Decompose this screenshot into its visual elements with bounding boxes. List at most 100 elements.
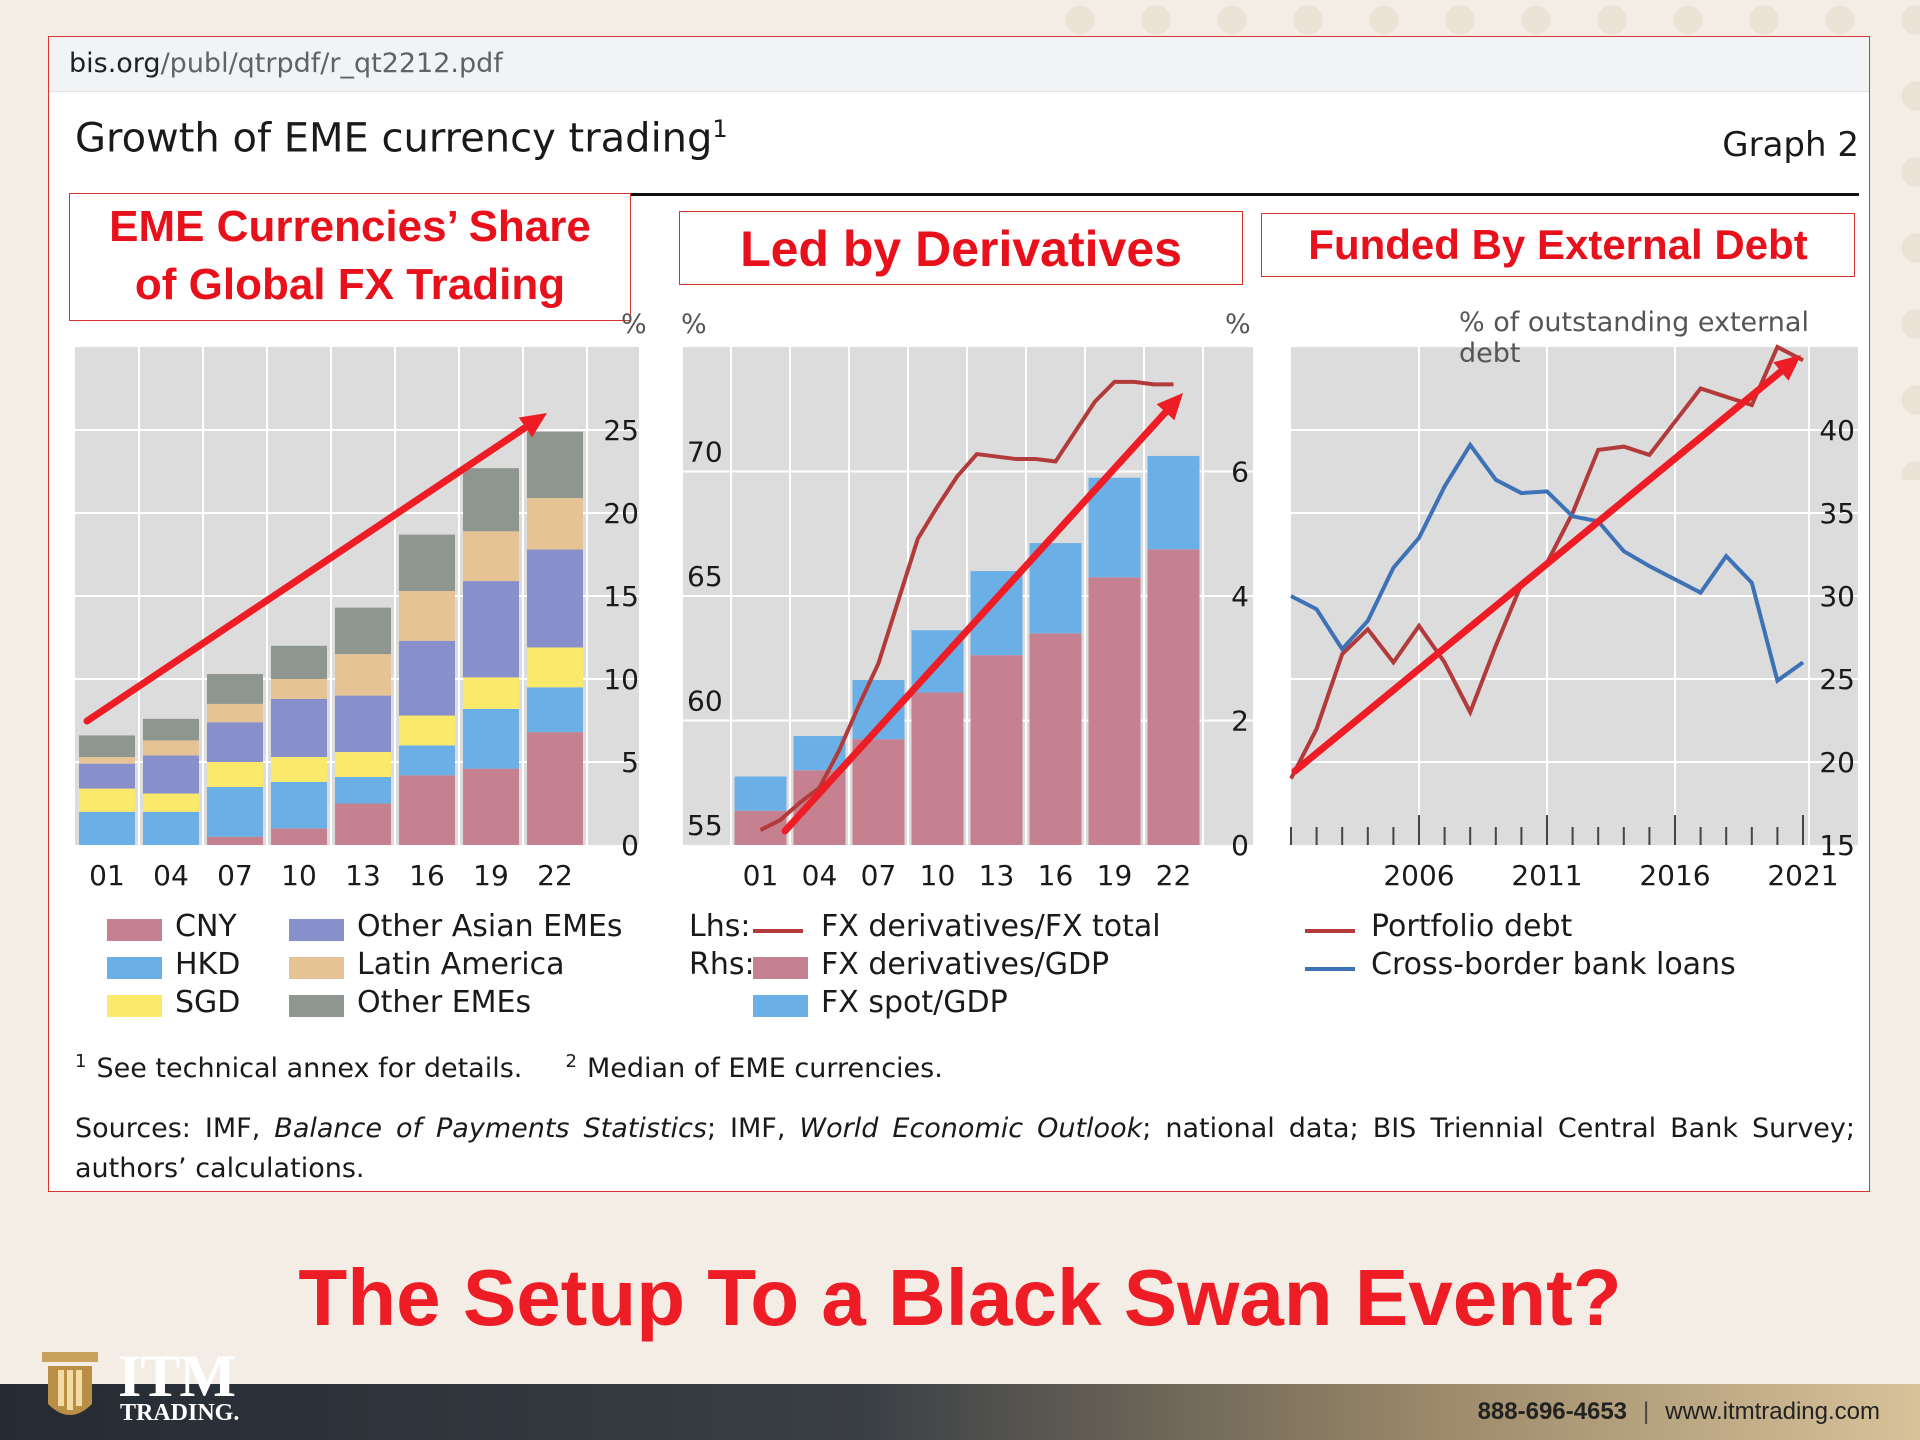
bar-deriv-gdp-04	[793, 770, 846, 845]
bar-cny-07	[207, 836, 263, 845]
chart2-xtick: 01	[743, 859, 779, 892]
legend-lhs-label: Lhs:	[689, 909, 751, 944]
bar-other-asian-emes-19	[463, 581, 519, 678]
bar-latin-america-16	[399, 591, 455, 641]
chart3-ytick: 40	[1819, 414, 1855, 447]
bar-hkd-04	[143, 811, 199, 845]
website-link[interactable]: www.itmtrading.com	[1665, 1398, 1880, 1425]
unit-chart3-right: % of outstanding external debt	[1459, 307, 1809, 369]
footnote-1-text: See technical annex for details.	[96, 1053, 523, 1084]
chart1-xtick: 16	[409, 859, 445, 892]
chart3-xtick: 2011	[1511, 859, 1582, 892]
legend-label-latin-america: Latin America	[357, 947, 565, 982]
bar-hkd-16	[399, 745, 455, 776]
chart-fx-share: 01 04 07 10 13 16 19 22 0 5 10 15 20 25	[75, 347, 639, 892]
chart1-ytick: 20	[603, 497, 639, 530]
bar-latin-america-10	[271, 679, 327, 699]
bar-latin-america-01	[79, 757, 135, 764]
chart1-ytick: 15	[603, 580, 639, 613]
bar-other-emes-10	[271, 645, 327, 679]
line-deriv-total	[759, 379, 1174, 832]
legend-label-portfolio: Portfolio debt	[1371, 909, 1573, 944]
sources-prefix: Sources: IMF,	[75, 1113, 275, 1144]
pdf-viewer-panel: bis.org/publ/qtrpdf/r_qt2212.pdf Growth …	[48, 36, 1870, 1192]
bar-deriv-gdp-19	[1088, 577, 1141, 845]
chart1-xtick: 13	[345, 859, 381, 892]
url-host: bis.org	[69, 48, 161, 79]
bar-hkd-22	[527, 687, 583, 733]
chart2-ytick-left: 55	[687, 809, 723, 842]
bar-sgd-19	[463, 677, 519, 709]
legend-label-spot-gdp: FX spot/GDP	[821, 985, 1008, 1020]
sources-suffix: ; national data; BIS Triennial Central B…	[75, 1113, 1855, 1184]
bar-other-asian-emes-13	[335, 695, 391, 753]
chart1-xtick: 22	[537, 859, 573, 892]
chart1-xtick: 07	[217, 859, 253, 892]
chart1-ytick: 10	[603, 663, 639, 696]
chart2-ytick-right: 6	[1231, 456, 1249, 489]
chart2-xtick: 07	[861, 859, 897, 892]
legend-label-bank-loans: Cross-border bank loans	[1371, 947, 1736, 982]
chart1-ytick: 0	[621, 829, 639, 862]
legend-rhs-label: Rhs:	[689, 947, 755, 982]
bar-sgd-16	[399, 715, 455, 746]
swatch-other-emes	[289, 995, 344, 1017]
bar-spot-gdp-01	[734, 776, 787, 811]
chart2-xtick: 13	[979, 859, 1015, 892]
bar-sgd-01	[79, 788, 135, 812]
callout-fx-share-line2: of Global FX Trading	[134, 260, 566, 309]
contact-info: 888-696-4653 | www.itmtrading.com	[1477, 1398, 1880, 1425]
bar-hkd-13	[335, 776, 391, 804]
swatch-other-asian	[289, 919, 344, 941]
bar-latin-america-22	[527, 498, 583, 550]
bar-cny-13	[335, 803, 391, 845]
legend-label-other-emes: Other EMEs	[357, 985, 532, 1020]
bar-hkd-10	[271, 781, 327, 829]
bar-sgd-13	[335, 752, 391, 777]
bar-other-emes-13	[335, 607, 391, 655]
chart1-arrow-shaft	[83, 423, 529, 725]
swatch-cny	[107, 919, 162, 941]
bar-other-emes-16	[399, 534, 455, 592]
line-swatch-portfolio	[1305, 929, 1355, 933]
bar-other-emes-22	[527, 431, 583, 499]
chart1-xtick: 19	[473, 859, 509, 892]
chart3-arrow-head	[1773, 355, 1801, 381]
bar-latin-america-07	[207, 703, 263, 723]
legend-label-other-asian: Other Asian EMEs	[357, 909, 623, 944]
brand-trademark: .	[233, 1400, 240, 1426]
bar-other-asian-emes-07	[207, 722, 263, 762]
bar-deriv-gdp-16	[1029, 633, 1082, 845]
chart2-xtick: 16	[1038, 859, 1074, 892]
chart2-ytick-left: 70	[687, 436, 723, 469]
brand-trading: TRADING.	[120, 1400, 239, 1427]
bar-sgd-04	[143, 793, 199, 812]
brand-trading-text: TRADING	[120, 1400, 234, 1426]
line-swatch-bank-loans	[1305, 967, 1355, 971]
graph-number: Graph 2	[1722, 125, 1859, 165]
chart3-xtick: 2021	[1767, 859, 1838, 892]
sources-em2: World Economic Outlook	[799, 1113, 1143, 1144]
legend-label-deriv-total: FX derivatives/FX total	[821, 909, 1161, 944]
chart1-arrow-head	[518, 413, 547, 438]
url-bar[interactable]: bis.org/publ/qtrpdf/r_qt2212.pdf	[49, 37, 1869, 92]
chart2-xtick: 22	[1156, 859, 1192, 892]
bar-sgd-10	[271, 757, 327, 782]
url-path: /publ/qtrpdf/r_qt2212.pdf	[160, 48, 503, 79]
bar-other-asian-emes-04	[143, 755, 199, 794]
bar-deriv-gdp-13	[970, 655, 1023, 845]
bar-deriv-gdp-07	[852, 739, 905, 845]
bar-latin-america-19	[463, 531, 519, 582]
bar-other-emes-01	[79, 735, 135, 758]
footnote-2-text: Median of EME currencies.	[587, 1053, 943, 1084]
chart3-ytick: 30	[1819, 580, 1855, 613]
phone-number[interactable]: 888-696-4653	[1477, 1398, 1628, 1425]
bar-other-asian-emes-01	[79, 763, 135, 789]
chart2-ytick-right: 2	[1231, 705, 1249, 738]
callout-derivatives: Led by Derivatives	[679, 211, 1243, 285]
line-bank-loans	[1290, 441, 1805, 684]
footnotes: 1 See technical annex for details. 2 Media…	[75, 1051, 943, 1084]
title-rule	[69, 193, 1859, 196]
chart3-xtick: 2006	[1383, 859, 1454, 892]
chart3-xtick: 2016	[1639, 859, 1710, 892]
